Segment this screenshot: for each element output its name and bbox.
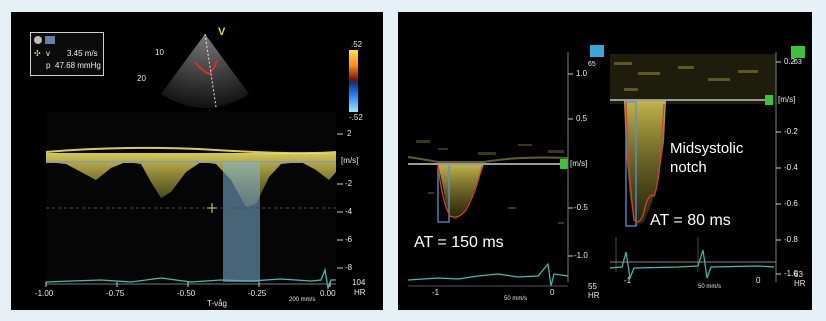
right-doppler-panel: 1.0 65 0.5 [m/s] -0.5 -1.0 -1 0 50 mm/s …	[398, 12, 812, 310]
ecg-trace	[45, 267, 336, 291]
cursor-line	[204, 33, 217, 108]
velocity-label: v	[46, 49, 50, 58]
measurement-highlight	[223, 162, 260, 282]
probe-marker: V	[218, 26, 226, 38]
record-icon[interactable]	[34, 36, 42, 44]
y-tick: -0.4	[784, 163, 798, 172]
sweep-speed-a: 50 mm/s	[504, 296, 528, 302]
x-tick: -1.00	[35, 289, 54, 298]
sweep-speed: 200 mm/s	[289, 297, 316, 303]
y-tick: -4	[345, 207, 353, 216]
x-tick: 0	[756, 276, 761, 285]
x-tick: -0.50	[177, 289, 196, 298]
top-small-label-a: 65	[588, 61, 596, 68]
crosshair-icon	[207, 203, 217, 213]
y-tick: 0.2	[784, 57, 796, 66]
heart-rate-label-b: HR	[794, 279, 806, 288]
twave-label: T-våg	[207, 299, 228, 308]
speckle-noise-a	[416, 140, 564, 224]
heart-rate-label-a: HR	[588, 291, 600, 300]
heart-rate-value-b: 63	[794, 270, 803, 279]
velocity-value: 3.45 m/s	[67, 49, 98, 58]
y-tick: -8	[345, 263, 353, 272]
y-tick: 2	[347, 129, 352, 138]
y-tick: 0.5	[576, 114, 588, 123]
top-marker-b	[791, 46, 805, 58]
x-tick: -1	[624, 276, 632, 285]
speckle-noise-b	[614, 62, 758, 91]
x-tick: 0.00	[320, 289, 336, 298]
top-marker-a	[590, 45, 604, 57]
unit-label-b: [m/s]	[778, 95, 796, 104]
depth-mark-20: 20	[137, 74, 146, 83]
x-tick: -0.75	[106, 289, 125, 298]
marker-square-a	[560, 159, 568, 169]
unit-label: [m/s]	[341, 156, 359, 165]
annotation-notch: notch	[670, 159, 707, 176]
heart-rate-label: HR	[354, 288, 366, 297]
marker-square-b	[765, 95, 773, 105]
ecg-trace-a	[407, 262, 569, 287]
annotation-at-80: AT = 80 ms	[650, 212, 731, 229]
left-doppler-graphics	[45, 33, 358, 291]
color-scale-bar	[349, 50, 358, 112]
acceleration-time-box-b	[625, 101, 637, 227]
y-tick: -1.0	[784, 269, 798, 278]
measurement-readout: ✣ v 3.45 m/s p 47.68 mmHg	[30, 32, 104, 76]
crosshair-icon: ✣	[34, 49, 41, 58]
colorbar-bottom-label: -.52	[349, 113, 363, 122]
top-small-label-b: 63	[794, 59, 802, 66]
velocity-envelope-a	[437, 163, 483, 218]
y-tick: -2	[345, 179, 353, 188]
depth-mark-10: 10	[155, 48, 164, 57]
x-tick: -1	[432, 288, 440, 297]
x-tick: 0	[550, 288, 555, 297]
doppler-spectrum-a	[438, 164, 484, 220]
colorbar-top-label: .52	[351, 40, 363, 49]
velocity-envelope-b	[625, 101, 665, 223]
ecg-trace-b	[609, 249, 775, 281]
doppler-spectrum	[46, 153, 336, 207]
y-tick: -6	[345, 235, 353, 244]
annotation-at-150: AT = 150 ms	[414, 234, 504, 251]
doppler-spectrum-b	[624, 100, 666, 226]
annotation-midsystolic: Midsystolic	[670, 140, 744, 157]
y-tick: -0.5	[574, 203, 588, 212]
pressure-label: p	[46, 61, 51, 70]
y-tick: -0.2	[784, 127, 798, 136]
y-tick: -0.8	[784, 235, 798, 244]
pressure-value: 47.68 mmHg	[55, 61, 101, 70]
right-doppler-graphics	[407, 45, 805, 287]
heart-rate-value: 104	[352, 278, 366, 287]
y-tick: -0.6	[784, 199, 798, 208]
y-tick: -1.0	[574, 251, 588, 260]
x-tick: -0.25	[248, 289, 267, 298]
unit-label-a: [m/s]	[570, 159, 588, 168]
heart-rate-value-a: 55	[588, 282, 597, 291]
transducer-icon	[45, 36, 55, 44]
left-doppler-panel: ✣ v 3.45 m/s p 47.68 mmHg V 10 20 .52 -.…	[11, 12, 383, 310]
y-tick: 1.0	[576, 69, 588, 78]
sweep-speed-b: 50 mm/s	[698, 284, 722, 290]
